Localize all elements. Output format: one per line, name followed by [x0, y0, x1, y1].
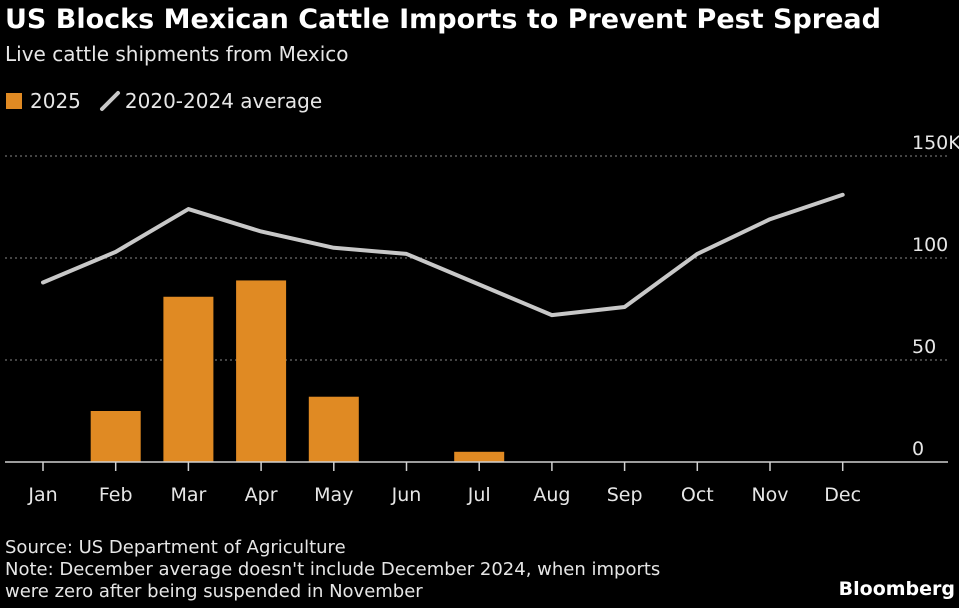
x-tick-label-aug: Aug: [533, 484, 570, 506]
bar-2025-apr: [236, 280, 287, 462]
legend-label-average: 2020-2024 average: [124, 89, 323, 113]
x-tick-label-jan: Jan: [27, 484, 57, 506]
source-text: Source: US Department of Agriculture: [5, 537, 346, 558]
y-tick-label: 150K: [912, 132, 959, 154]
legend-label-2025: 2025: [30, 89, 81, 113]
x-tick-label-mar: Mar: [170, 484, 206, 506]
x-tick-label-may: May: [314, 484, 353, 506]
chart-subtitle: Live cattle shipments from Mexico: [5, 42, 349, 66]
bar-2025-jul: [454, 451, 505, 462]
chart-plot: 0 50 100 150K Jan Feb Mar Apr May Jun Jul Aug Sep Oct…: [5, 132, 959, 506]
y-tick-label: 100: [912, 234, 948, 256]
note-line-1: Note: December average doesn't include D…: [5, 559, 661, 580]
x-tick-label-jul: Jul: [467, 484, 491, 506]
chart-title: US Blocks Mexican Cattle Imports to Prev…: [5, 4, 881, 35]
y-tick-label: 0: [912, 438, 924, 460]
legend-bar-swatch: [6, 93, 22, 109]
y-tick-label: 50: [912, 336, 936, 358]
x-tick-label-sep: Sep: [607, 484, 643, 506]
bar-2025-feb: [90, 411, 141, 462]
x-tick-label-jun: Jun: [391, 484, 422, 506]
x-tick-label-dec: Dec: [824, 484, 861, 506]
average-line: [41, 192, 845, 318]
legend-line-swatch: [99, 91, 120, 111]
bar-2025-mar: [163, 296, 214, 462]
footer-notes: Source: US Department of Agriculture Not…: [5, 537, 660, 603]
legend: 2025 2020-2024 average: [6, 88, 340, 114]
note-line-2: were zero after being suspended in Novem…: [5, 581, 423, 602]
x-tick-label-feb: Feb: [99, 484, 133, 506]
bloomberg-logo: Bloomberg: [838, 578, 955, 600]
legend-item-2025: 2025: [6, 89, 81, 113]
x-tick-label-nov: Nov: [751, 484, 788, 506]
bar-2025-may: [308, 396, 359, 462]
x-tick-label-oct: Oct: [681, 484, 714, 506]
legend-item-average: 2020-2024 average: [99, 89, 322, 113]
x-tick-label-apr: Apr: [245, 484, 278, 506]
